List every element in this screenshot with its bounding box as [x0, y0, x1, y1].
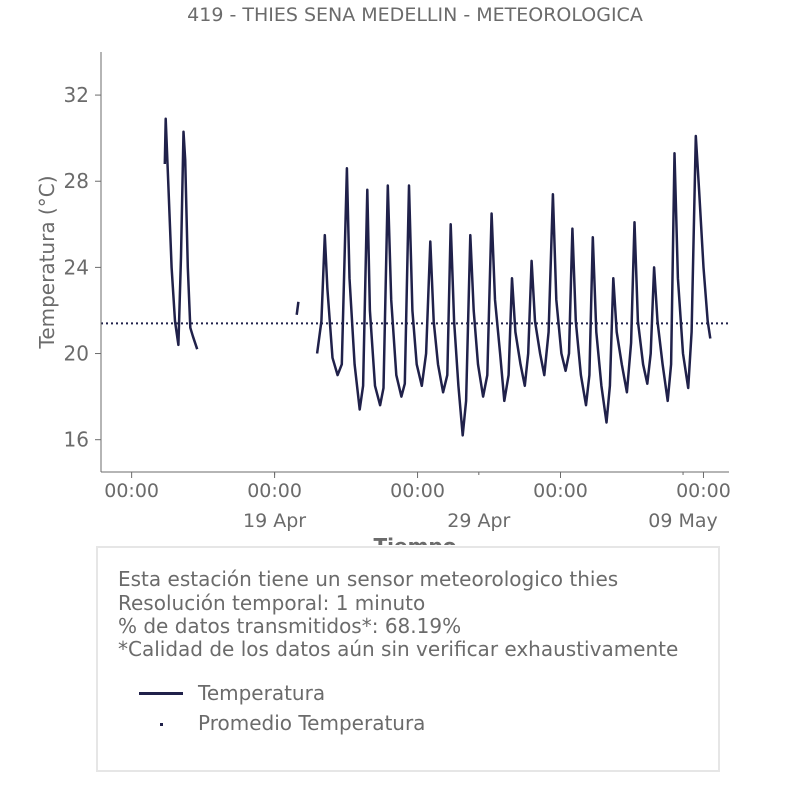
legend-average-label: Promedio Temperatura — [198, 711, 426, 735]
x-tick-time-label: 00:00 — [676, 480, 731, 502]
legend-temperature-label: Temperatura — [198, 681, 326, 705]
info-box: Esta estación tiene un sensor meteorolog… — [96, 546, 720, 772]
legend-average-swatch — [160, 723, 163, 726]
x-tick-time-label: 00:00 — [104, 480, 159, 502]
x-tick-date-label: 09 May — [648, 510, 718, 532]
info-quality-note: *Calidad de los datos aún sin verificar … — [118, 637, 679, 661]
info-temporal-resolution: Resolución temporal: 1 minuto — [118, 591, 426, 615]
x-tick-time-label: 00:00 — [533, 480, 588, 502]
temperature-line-segment — [315, 134, 712, 437]
y-tick-label: 16 — [64, 428, 89, 452]
y-tick-label: 20 — [64, 342, 89, 366]
x-tick-time-label: 00:00 — [247, 480, 302, 502]
x-tick-time-label: 00:00 — [390, 480, 445, 502]
x-tick-date-label: 29 Apr — [447, 510, 510, 532]
chart-title: 419 - THIES SENA MEDELLIN - METEOROLOGIC… — [187, 4, 643, 26]
y-tick-label: 28 — [64, 169, 89, 193]
info-station-description: Esta estación tiene un sensor meteorolog… — [118, 567, 619, 591]
temperature-line-segment — [163, 117, 199, 350]
y-axis-label: Temperatura (°C) — [35, 175, 59, 349]
y-tick-label: 24 — [64, 255, 89, 279]
temperature-line-segment — [295, 301, 300, 315]
y-tick-label: 32 — [64, 83, 89, 107]
temperature-chart: 419 - THIES SENA MEDELLIN - METEOROLOGIC… — [35, 4, 731, 545]
legend-temperature-swatch — [139, 692, 183, 695]
x-tick-date-label: 19 Apr — [243, 510, 306, 532]
info-data-transmitted: % de datos transmitidos*: 68.19% — [118, 614, 462, 638]
x-axis-label: Tiempo — [374, 534, 457, 545]
